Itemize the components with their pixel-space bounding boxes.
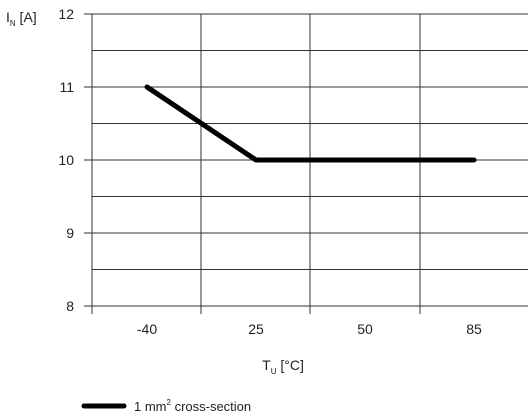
series-group	[144, 84, 477, 163]
y-tick-label: 11	[59, 79, 74, 95]
y-tick-label: 12	[58, 6, 74, 22]
x-tick-labels: -40 25 50 85	[137, 321, 482, 337]
y-axis-label: IN [A]	[6, 9, 37, 28]
legend-label: 1 mm2 cross-section	[134, 398, 251, 414]
x-tick-label: 25	[248, 321, 264, 337]
y-tick-labels: 8 9 10 11 12	[58, 6, 74, 314]
x-tick-label: 50	[357, 321, 373, 337]
y-tick-label: 8	[66, 298, 74, 314]
x-tick-label: -40	[137, 321, 157, 337]
x-tick-label: 85	[466, 321, 482, 337]
legend: 1 mm2 cross-section	[81, 398, 251, 414]
axes	[84, 13, 421, 314]
series-line	[144, 84, 477, 163]
y-tick-label: 9	[66, 225, 74, 241]
y-tick-label: 10	[58, 152, 74, 168]
x-axis-label: TU [°C]	[262, 357, 304, 376]
